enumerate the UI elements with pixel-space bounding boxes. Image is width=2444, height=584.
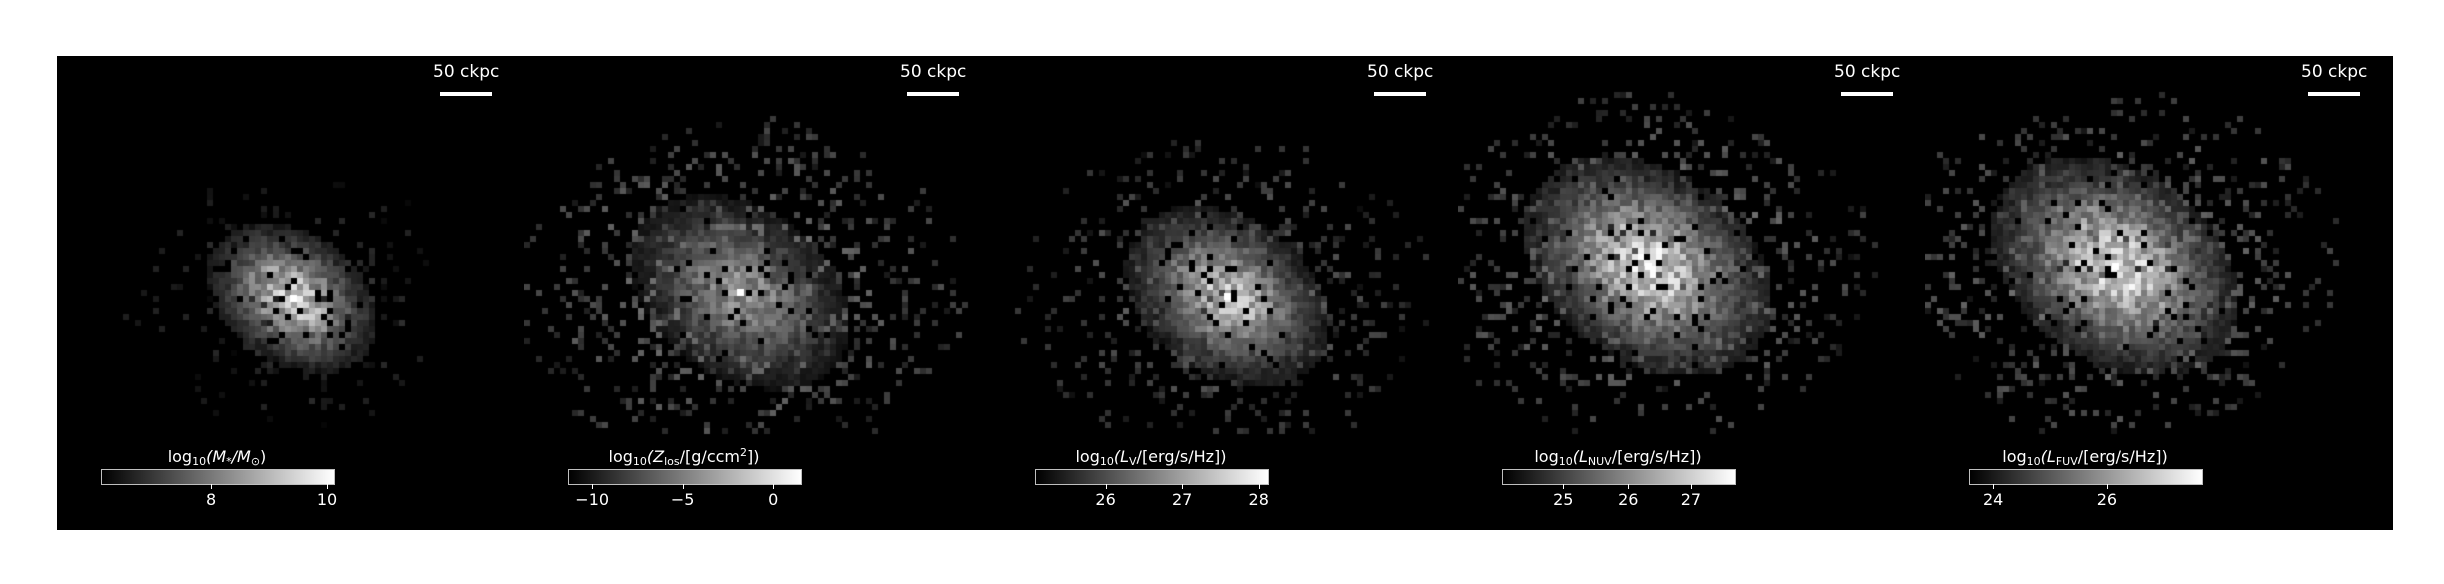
colorbar-label: log10(LNUV/[erg/s/Hz]) [1534,447,1702,468]
scale-bar-label: 50 ckpc [433,62,500,82]
scale-bar: 50 ckpc [433,62,499,96]
scale-bar-label: 50 ckpc [900,62,967,82]
scale-bar-line [2308,92,2361,96]
colorbar-tick-label: 24 [1983,490,2004,509]
scale-bar-line [907,92,960,96]
colorbar-tick-label: 27 [1680,490,1702,509]
colorbar-tick [327,484,329,489]
galaxy-maps-figure: 50 ckpc log10(M*/M⊙) 8 10 50 ckpc log10(… [57,56,2393,530]
colorbar-label: log10(LFUV/[erg/s/Hz]) [2002,447,2168,468]
colorbar-tick [1993,484,1995,489]
scale-bar-line [1841,92,1894,96]
colorbar-tick-label: 26 [1095,490,1116,509]
scale-bar: 50 ckpc [1834,62,1900,96]
scale-bar-line [440,92,493,96]
colorbar [101,469,335,485]
colorbar-tick [1690,484,1692,489]
colorbar-tick [1182,484,1184,489]
colorbar-tick-label: 28 [1248,490,1269,509]
colorbar-tick-label: 25 [1553,490,1574,509]
colorbar-tick-label: 8 [205,490,217,509]
v-band-map [991,56,1458,530]
colorbar-tick-label: 27 [1171,490,1193,509]
scale-bar-label: 50 ckpc [1834,62,1901,82]
scale-bar: 50 ckpc [900,62,966,96]
colorbar [1035,469,1269,485]
nuv-panel: 50 ckpc log10(LNUV/[erg/s/Hz]) 25 26 27 [1458,56,1925,530]
colorbar-tick [1628,484,1630,489]
colorbar-label: log10(LV/[erg/s/Hz]) [1075,447,1227,468]
colorbar [1502,469,1736,485]
colorbar-tick-label: 0 [768,490,779,509]
colorbar-tick [211,484,213,489]
colorbar-tick-label: 10 [316,490,338,509]
colorbar-tick-label: −5 [670,490,695,509]
colorbar-tick-label: 26 [2096,490,2118,509]
nuv-map [1458,56,1925,530]
v-band-panel: 50 ckpc log10(LV/[erg/s/Hz]) 26 27 28 [991,56,1458,530]
colorbar-tick [773,484,775,489]
scale-bar: 50 ckpc [1367,62,1433,96]
colorbar-tick [682,484,684,489]
scale-bar-label: 50 ckpc [1367,62,1434,82]
colorbar-tick-label: −10 [575,490,610,509]
fuv-panel: 50 ckpc log10(LFUV/[erg/s/Hz]) 24 26 [1925,56,2393,530]
colorbar-tick [1258,484,1260,489]
metal-column-map [524,56,991,530]
colorbar-tick [592,484,594,489]
scale-bar-label: 50 ckpc [2301,62,2368,82]
scale-bar-line [1374,92,1427,96]
colorbar-tick [2106,484,2108,489]
scale-bar: 50 ckpc [2301,62,2367,96]
colorbar-label: log10(M*/M⊙) [167,447,267,468]
colorbar-label: log10(Zlos/[g/ccm2]) [608,446,760,468]
metal-column-panel: 50 ckpc log10(Zlos/[g/ccm2]) −10 −5 0 [524,56,991,530]
fuv-map [1925,56,2393,530]
stellar-mass-map [57,56,524,530]
colorbar [568,469,802,485]
colorbar-tick [1105,484,1107,489]
stellar-mass-panel: 50 ckpc log10(M*/M⊙) 8 10 [57,56,524,530]
colorbar-tick [1563,484,1565,489]
colorbar [1969,469,2203,485]
colorbar-tick-label: 26 [1618,490,1639,509]
